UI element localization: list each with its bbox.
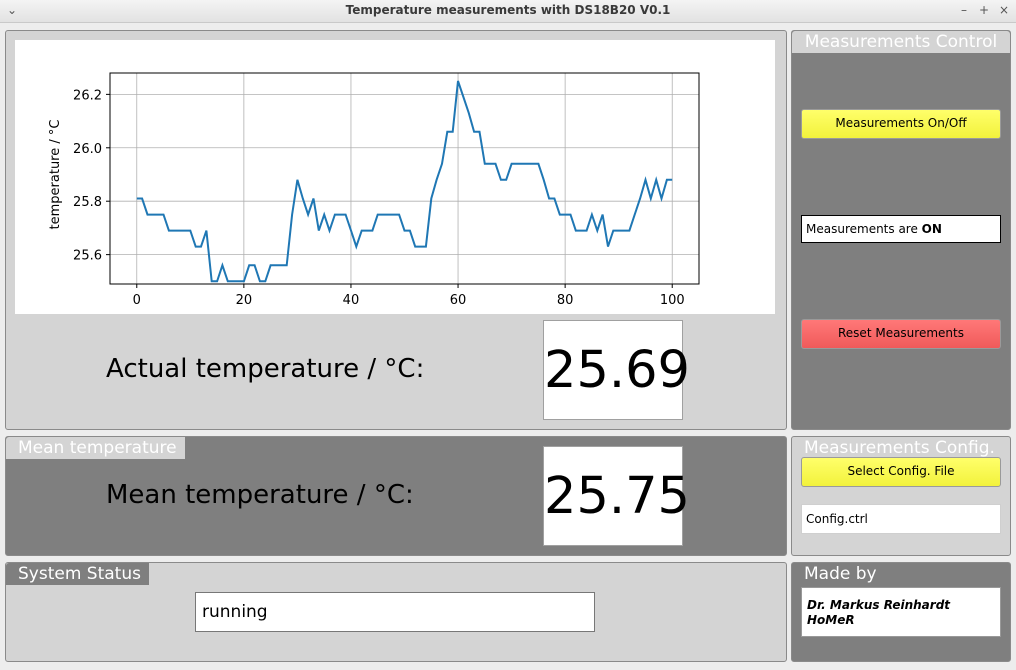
actual-temperature-display: 25.69 <box>543 320 690 420</box>
y-tick-label: 25.6 <box>73 249 102 264</box>
y-tick-label: 25.8 <box>73 195 102 210</box>
select-config-file-button[interactable]: Select Config. File <box>801 457 1001 487</box>
measurements-toggle-button[interactable]: Measurements On/Off <box>801 109 1001 139</box>
measurements-config-title: Measurements Config. <box>804 438 995 458</box>
minimize-icon[interactable]: – <box>961 3 967 17</box>
x-tick-label: 0 <box>133 293 141 308</box>
made-by-field: Dr. Markus Reinhardt HoMeR <box>801 587 1001 637</box>
x-tick-label: 80 <box>557 293 574 308</box>
system-status-title: System Status <box>6 563 149 585</box>
temperature-chart-svg: 0 20 40 60 80 100 25.6 25.8 26.0 26.2 temperature … <box>48 72 700 308</box>
y-tick-label: 26.0 <box>73 142 102 157</box>
maximize-icon[interactable]: + <box>978 3 990 17</box>
measurements-config-panel: Measurements Config. <box>791 436 1011 556</box>
close-icon[interactable]: × <box>998 3 1010 17</box>
made-by-title: Made by <box>804 564 877 584</box>
x-tick-label: 100 <box>660 293 685 308</box>
measurements-control-title: Measurements Control <box>792 31 1010 53</box>
measurements-state-field: Measurements are ON <box>801 215 1001 243</box>
window-title: Temperature measurements with DS18B20 V0… <box>345 3 671 17</box>
measurements-state-prefix: Measurements are <box>806 222 922 236</box>
system-status-field: running <box>195 592 595 632</box>
temperature-series-line <box>136 80 673 283</box>
author-name: Dr. Markus Reinhardt <box>807 598 951 612</box>
x-tick-label: 20 <box>236 293 253 308</box>
y-axis-label: temperature / °C <box>48 120 63 230</box>
mean-panel-title: Mean temperature <box>6 437 185 459</box>
window-titlebar: ⌄ Temperature measurements with DS18B20 … <box>0 0 1016 23</box>
temperature-chart: 0 20 40 60 80 100 25.6 25.8 26.0 26.2 temperature … <box>15 40 775 314</box>
x-tick-label: 60 <box>450 293 467 308</box>
measurements-state-value: ON <box>921 222 942 236</box>
actual-temperature-label: Actual temperature / °C: <box>106 354 425 384</box>
x-tick-label: 40 <box>343 293 360 308</box>
plot-frame <box>109 72 700 285</box>
author-alias: HoMeR <box>807 613 855 627</box>
reset-measurements-button[interactable]: Reset Measurements <box>801 319 1001 349</box>
config-file-field[interactable]: Config.ctrl <box>801 504 1001 534</box>
mean-temperature-label: Mean temperature / °C: <box>106 480 414 510</box>
mean-temperature-display: 25.75 <box>543 446 690 546</box>
window-menu-icon[interactable]: ⌄ <box>6 3 18 17</box>
y-tick-label: 26.2 <box>73 88 102 103</box>
